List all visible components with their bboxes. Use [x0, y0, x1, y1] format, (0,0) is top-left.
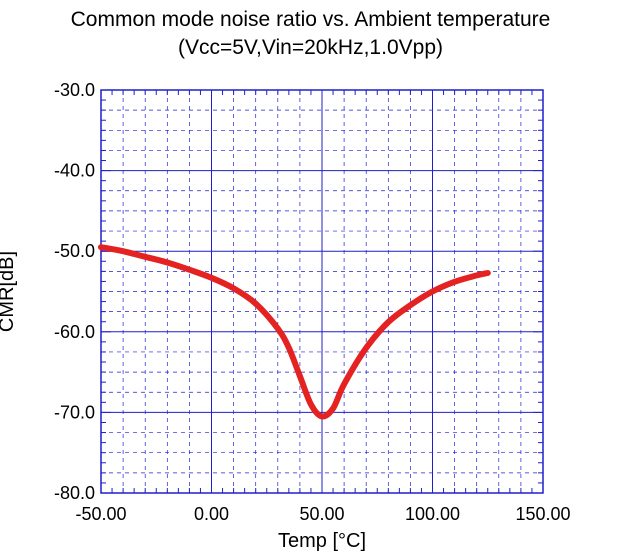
- x-tick-label: 0.00: [194, 504, 229, 524]
- minor-grid: [101, 90, 543, 493]
- x-tick-label: 50.00: [299, 504, 344, 524]
- x-tick-label: 150.00: [515, 504, 570, 524]
- y-axis-label: CMR[dB]: [0, 251, 18, 332]
- chart-title: Common mode noise ratio vs. Ambient temp…: [70, 8, 551, 31]
- y-tick-labels: -30.0 -40.0 -50.0 -60.0 -70.0 -80.0: [54, 80, 95, 503]
- x-tick-labels: -50.00 0.00 50.00 100.00 150.00: [75, 504, 570, 524]
- chart-subtitle: (Vcc=5V,Vin=20kHz,1.0Vpp): [177, 36, 443, 59]
- axis-ticks: [100, 89, 544, 494]
- y-tick-label: -40.0: [54, 161, 95, 181]
- y-tick-label: -30.0: [54, 80, 95, 100]
- x-tick-label: 100.00: [405, 504, 460, 524]
- y-tick-label: -60.0: [54, 322, 95, 342]
- x-tick-label: -50.00: [75, 504, 126, 524]
- y-tick-label: -70.0: [54, 402, 95, 422]
- y-tick-label: -80.0: [54, 483, 95, 503]
- cmr-series-line: [98, 244, 491, 420]
- y-tick-label: -50.0: [54, 241, 95, 261]
- x-axis-label: Temp [°C]: [278, 530, 366, 552]
